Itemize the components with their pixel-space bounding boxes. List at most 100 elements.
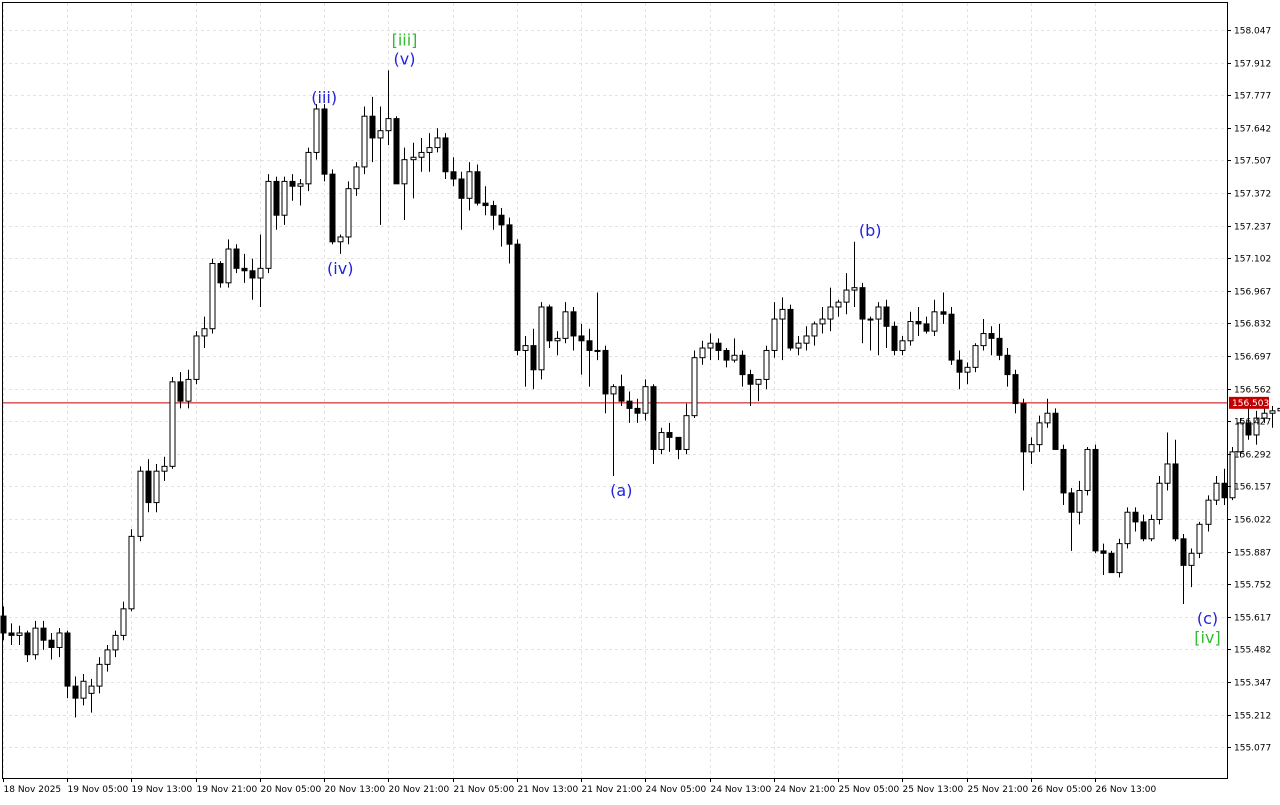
candle[interactable]: [281, 176, 288, 225]
candle[interactable]: [956, 350, 963, 390]
candle[interactable]: [1108, 550, 1115, 574]
candle[interactable]: [562, 302, 569, 344]
candle[interactable]: [1253, 410, 1260, 445]
candle[interactable]: [859, 282, 866, 344]
candle[interactable]: [305, 147, 312, 192]
candle[interactable]: [723, 348, 730, 368]
candle[interactable]: [1148, 514, 1155, 542]
candle[interactable]: [875, 302, 882, 356]
candle[interactable]: [128, 529, 135, 612]
candle[interactable]: [257, 234, 264, 307]
candle[interactable]: [48, 632, 55, 660]
candle[interactable]: [161, 456, 168, 481]
candle[interactable]: [120, 601, 127, 641]
candle[interactable]: [249, 258, 256, 300]
candle[interactable]: [273, 176, 280, 230]
candle[interactable]: [104, 645, 111, 672]
candle[interactable]: [578, 323, 585, 375]
candle[interactable]: [1164, 432, 1171, 491]
candle[interactable]: [594, 292, 601, 361]
candle[interactable]: [289, 174, 296, 201]
candle[interactable]: [1068, 488, 1075, 551]
candle[interactable]: [940, 292, 947, 324]
candle[interactable]: [96, 657, 103, 694]
candle[interactable]: [329, 169, 336, 245]
candle[interactable]: [1229, 447, 1236, 501]
candle[interactable]: [851, 241, 858, 307]
candle[interactable]: [145, 459, 152, 513]
candle[interactable]: [546, 304, 553, 349]
candle[interactable]: [88, 678, 95, 713]
candle[interactable]: [1124, 507, 1131, 549]
candle[interactable]: [707, 333, 714, 361]
candle[interactable]: [1100, 543, 1107, 576]
candle[interactable]: [377, 106, 384, 225]
candle[interactable]: [763, 345, 770, 390]
candle[interactable]: [996, 323, 1003, 361]
candle[interactable]: [618, 374, 625, 406]
candle[interactable]: [1180, 533, 1187, 605]
candle[interactable]: [787, 304, 794, 351]
candle[interactable]: [1012, 369, 1019, 414]
candle[interactable]: [490, 200, 497, 230]
candle[interactable]: [843, 273, 850, 315]
candle[interactable]: [972, 343, 979, 373]
candle[interactable]: [442, 133, 449, 179]
candle[interactable]: [112, 630, 119, 658]
candle[interactable]: [297, 178, 304, 206]
candle[interactable]: [980, 319, 987, 351]
candle[interactable]: [867, 316, 874, 351]
candle[interactable]: [137, 466, 144, 542]
candle[interactable]: [554, 331, 561, 356]
candle[interactable]: [1269, 405, 1276, 428]
candle[interactable]: [1132, 507, 1139, 532]
candle[interactable]: [506, 217, 513, 264]
candle[interactable]: [771, 302, 778, 358]
candle[interactable]: [24, 630, 31, 662]
candle[interactable]: [185, 369, 192, 409]
candle[interactable]: [642, 379, 649, 421]
candle[interactable]: [1237, 418, 1244, 457]
candle[interactable]: [819, 306, 826, 334]
candle[interactable]: [675, 436, 682, 460]
candle[interactable]: [450, 157, 457, 187]
candle[interactable]: [1036, 415, 1043, 452]
candle[interactable]: [634, 398, 641, 423]
candle[interactable]: [466, 162, 473, 211]
candle[interactable]: [811, 321, 818, 346]
candle[interactable]: [217, 261, 224, 288]
candle[interactable]: [731, 338, 738, 363]
candle[interactable]: [418, 137, 425, 172]
candle[interactable]: [153, 463, 160, 513]
candle[interactable]: [1060, 444, 1067, 505]
candle[interactable]: [1004, 348, 1011, 387]
candle[interactable]: [747, 369, 754, 406]
candle[interactable]: [715, 338, 722, 361]
candle[interactable]: [835, 299, 842, 317]
candle[interactable]: [699, 340, 706, 365]
candle[interactable]: [16, 625, 23, 646]
candle[interactable]: [193, 331, 200, 385]
candle[interactable]: [1028, 437, 1035, 464]
candle[interactable]: [530, 328, 537, 390]
candle[interactable]: [1156, 476, 1163, 525]
time-axis[interactable]: 18 Nov 2025 19 Nov 05:00 19 Nov 13:00 19 No…: [3, 778, 1157, 795]
candle[interactable]: [883, 299, 890, 349]
candle[interactable]: [948, 306, 955, 365]
candle[interactable]: [1196, 521, 1203, 559]
candle[interactable]: [313, 104, 320, 160]
candle[interactable]: [321, 104, 328, 182]
candle[interactable]: [337, 234, 344, 254]
candle[interactable]: [482, 186, 489, 216]
candle[interactable]: [570, 306, 577, 351]
candle[interactable]: [241, 253, 248, 283]
candle[interactable]: [755, 378, 762, 402]
candle[interactable]: [169, 377, 176, 469]
candle[interactable]: [265, 174, 272, 274]
candle[interactable]: [8, 623, 15, 646]
candle[interactable]: [361, 106, 368, 175]
candle[interactable]: [353, 162, 360, 196]
candle[interactable]: [401, 147, 408, 221]
candle[interactable]: [233, 244, 240, 274]
